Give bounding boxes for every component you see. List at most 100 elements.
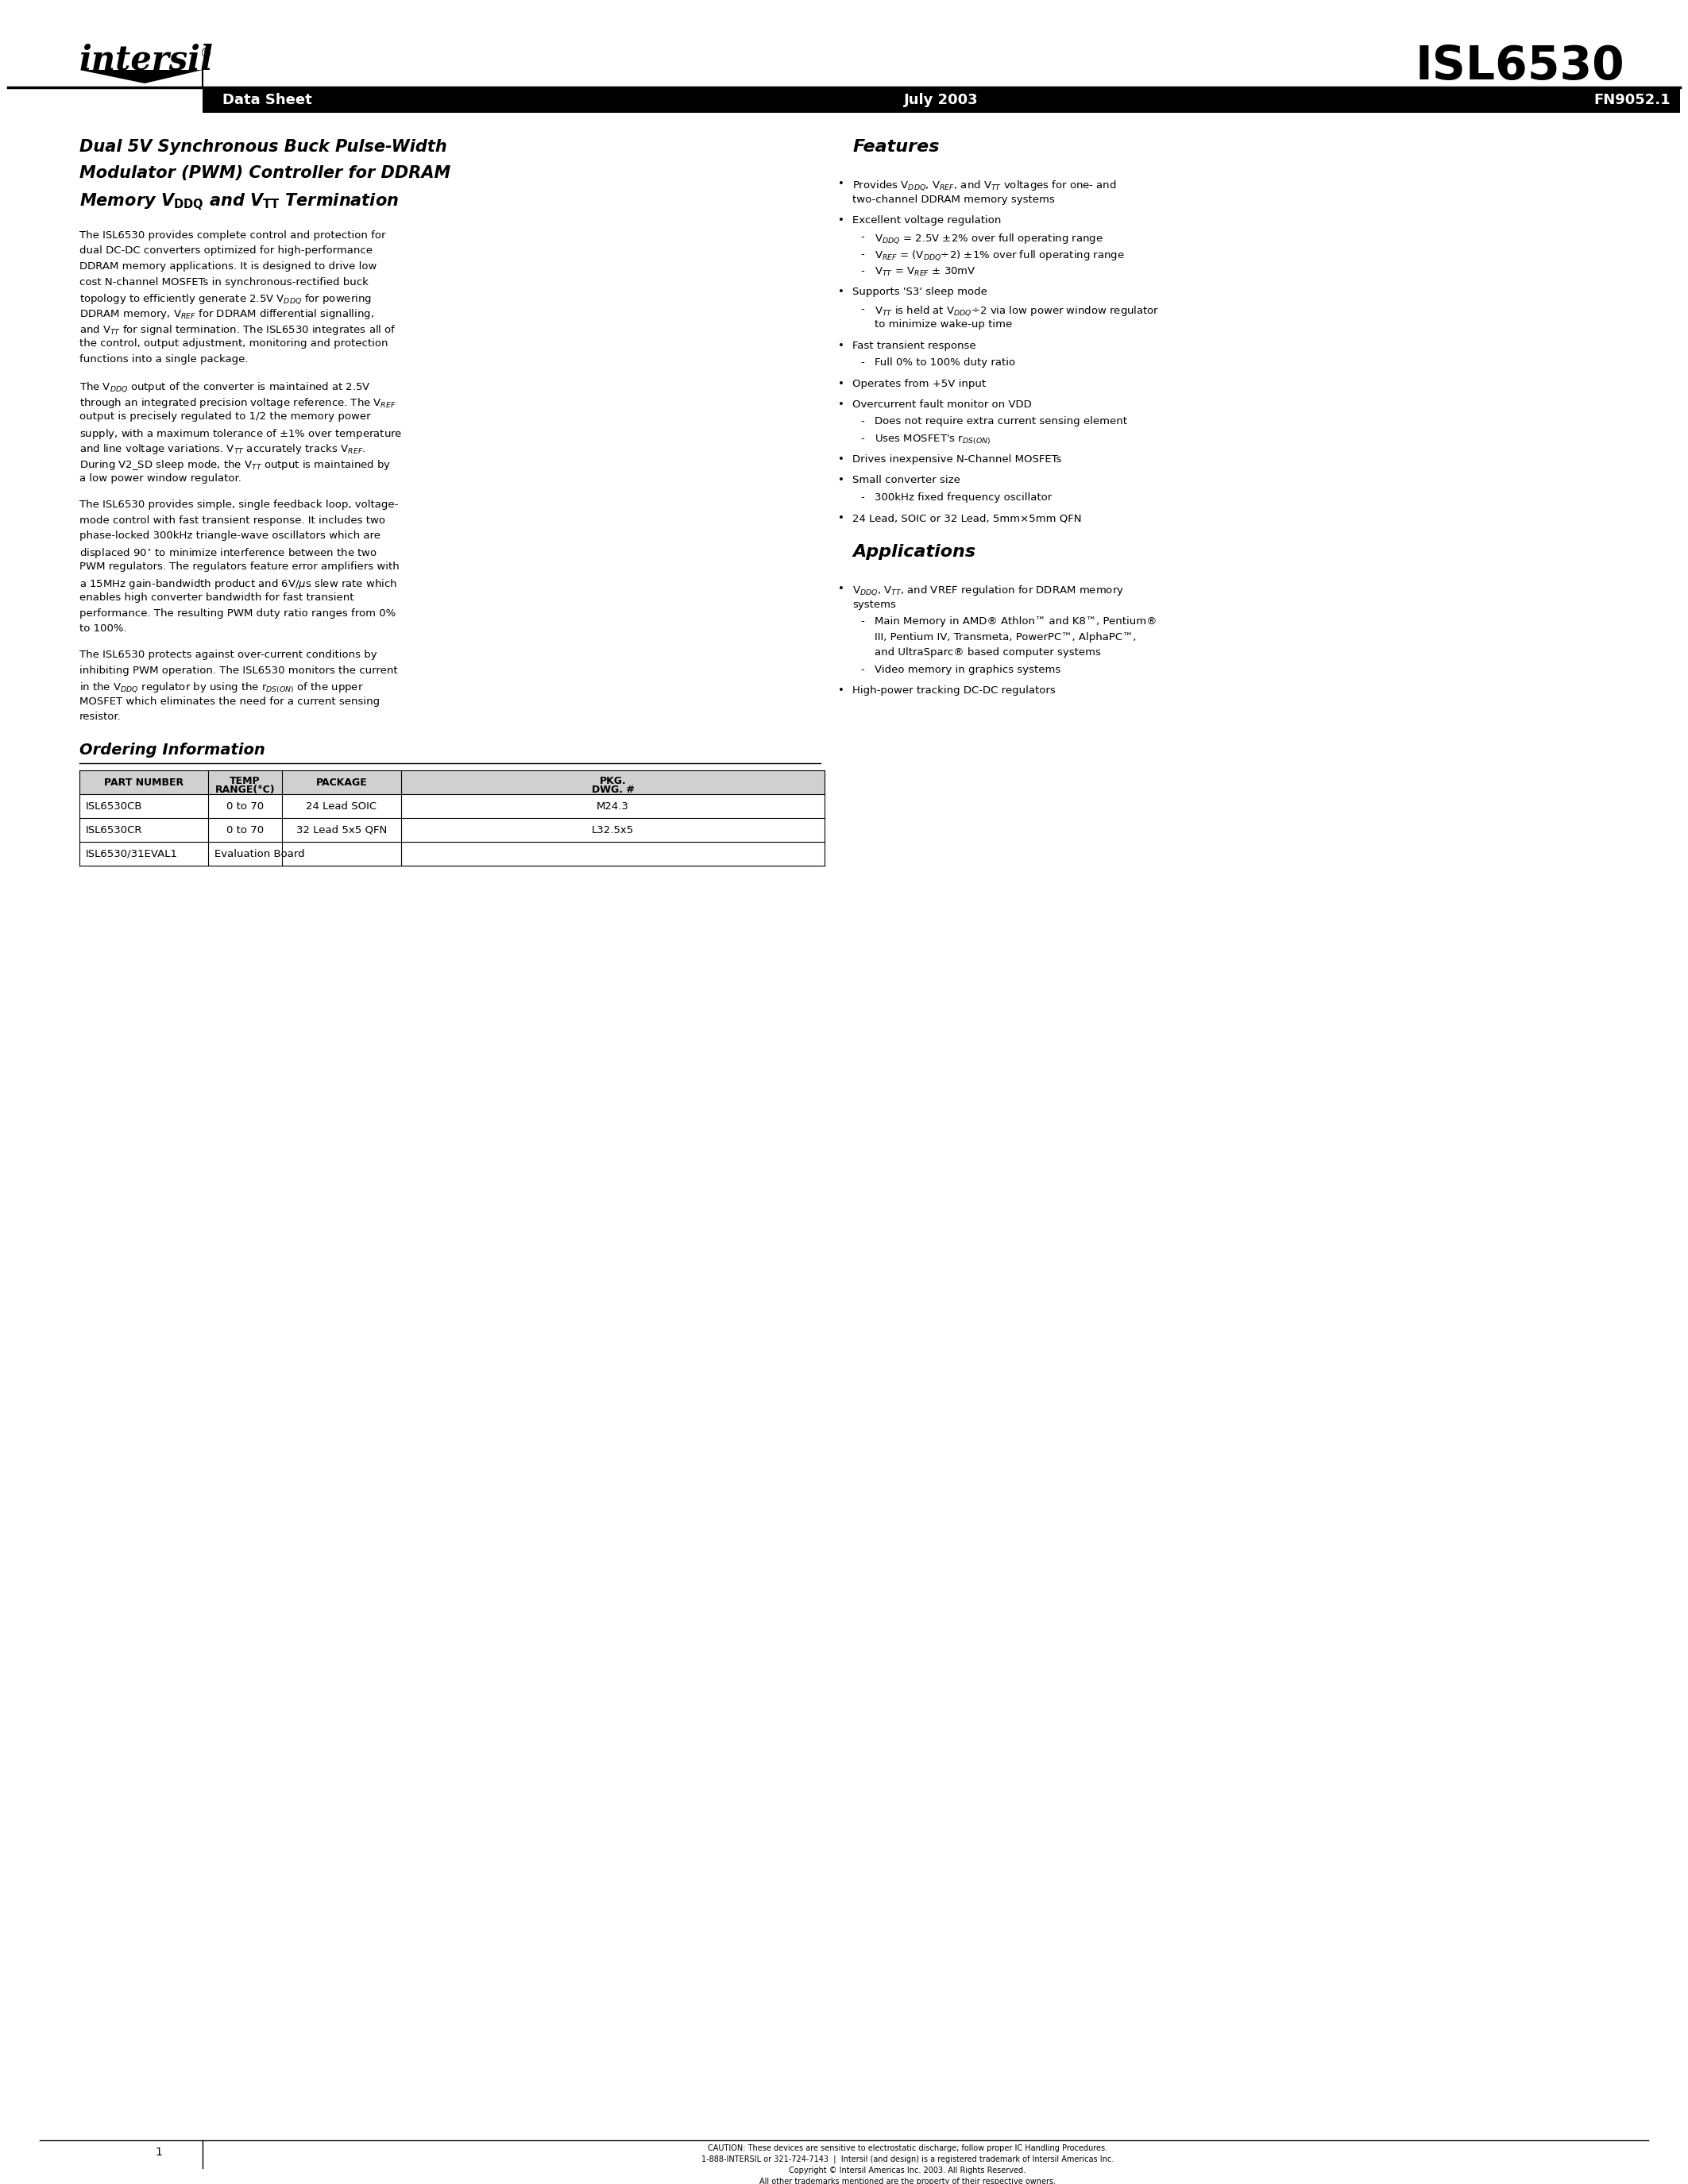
Text: V$_{TT}$ is held at V$_{DDQ}$$\div$2 via low power window regulator: V$_{TT}$ is held at V$_{DDQ}$$\div$2 via… xyxy=(874,304,1160,317)
Text: TEMP: TEMP xyxy=(230,775,260,786)
Text: through an integrated precision voltage reference. The V$_{REF}$: through an integrated precision voltage … xyxy=(79,395,397,411)
Text: The ISL6530 provides simple, single feedback loop, voltage-: The ISL6530 provides simple, single feed… xyxy=(79,500,398,511)
Text: M24.3: M24.3 xyxy=(596,802,630,812)
Text: enables high converter bandwidth for fast transient: enables high converter bandwidth for fas… xyxy=(79,592,354,603)
Text: Features: Features xyxy=(852,140,940,155)
Text: -: - xyxy=(861,304,864,314)
Text: •: • xyxy=(839,179,844,190)
Text: •: • xyxy=(839,513,844,524)
Text: The V$_{DDQ}$ output of the converter is maintained at 2.5V: The V$_{DDQ}$ output of the converter is… xyxy=(79,380,371,393)
Text: displaced 90$^{\circ}$ to minimize interference between the two: displaced 90$^{\circ}$ to minimize inter… xyxy=(79,546,376,559)
Text: L32.5x5: L32.5x5 xyxy=(592,826,635,836)
Text: -: - xyxy=(861,249,864,260)
Text: •: • xyxy=(839,214,844,225)
Text: The ISL6530 provides complete control and protection for: The ISL6530 provides complete control an… xyxy=(79,229,385,240)
Text: mode control with fast transient response. It includes two: mode control with fast transient respons… xyxy=(79,515,385,526)
Text: Data Sheet: Data Sheet xyxy=(223,94,312,107)
Text: •: • xyxy=(839,583,844,594)
Text: ®: ® xyxy=(201,48,213,59)
Text: •: • xyxy=(839,378,844,389)
Text: •: • xyxy=(839,286,844,297)
Text: V$_{TT}$ = V$_{REF}$ $\pm$ 30mV: V$_{TT}$ = V$_{REF}$ $\pm$ 30mV xyxy=(874,266,976,277)
Text: -: - xyxy=(861,491,864,502)
Text: -: - xyxy=(861,664,864,675)
Text: resistor.: resistor. xyxy=(79,712,122,723)
Text: High-power tracking DC-DC regulators: High-power tracking DC-DC regulators xyxy=(852,686,1055,697)
Text: PACKAGE: PACKAGE xyxy=(316,778,368,788)
Text: Video memory in graphics systems: Video memory in graphics systems xyxy=(874,664,1060,675)
Text: ISL6530CB: ISL6530CB xyxy=(86,802,142,812)
Text: During V2_SD sleep mode, the V$_{TT}$ output is maintained by: During V2_SD sleep mode, the V$_{TT}$ ou… xyxy=(79,459,392,472)
Text: RANGE(°C): RANGE(°C) xyxy=(214,784,275,795)
Text: the control, output adjustment, monitoring and protection: the control, output adjustment, monitori… xyxy=(79,339,388,349)
Text: to minimize wake-up time: to minimize wake-up time xyxy=(874,319,1013,330)
Text: Dual 5V Synchronous Buck Pulse-Width: Dual 5V Synchronous Buck Pulse-Width xyxy=(79,140,447,155)
Text: DWG. #: DWG. # xyxy=(591,784,635,795)
Text: CAUTION: These devices are sensitive to electrostatic discharge; follow proper I: CAUTION: These devices are sensitive to … xyxy=(701,2145,1114,2184)
Text: Fast transient response: Fast transient response xyxy=(852,341,976,352)
Text: V$_{DDQ}$ = 2.5V $\pm$2% over full operating range: V$_{DDQ}$ = 2.5V $\pm$2% over full opera… xyxy=(874,232,1104,245)
Text: -: - xyxy=(861,432,864,443)
Text: ISL6530/31EVAL1: ISL6530/31EVAL1 xyxy=(86,850,177,858)
Text: PKG.: PKG. xyxy=(599,775,626,786)
Text: Full 0% to 100% duty ratio: Full 0% to 100% duty ratio xyxy=(874,358,1016,367)
Text: to 100%.: to 100%. xyxy=(79,625,127,633)
Text: PWM regulators. The regulators feature error amplifiers with: PWM regulators. The regulators feature e… xyxy=(79,561,400,572)
Text: 24 Lead, SOIC or 32 Lead, 5mm×5mm QFN: 24 Lead, SOIC or 32 Lead, 5mm×5mm QFN xyxy=(852,513,1082,524)
Text: dual DC-DC converters optimized for high-performance: dual DC-DC converters optimized for high… xyxy=(79,247,373,256)
Text: Ordering Information: Ordering Information xyxy=(79,743,265,758)
Text: Small converter size: Small converter size xyxy=(852,476,960,485)
Text: 0 to 70: 0 to 70 xyxy=(226,826,263,836)
Text: and line voltage variations. V$_{TT}$ accurately tracks V$_{REF}$.: and line voltage variations. V$_{TT}$ ac… xyxy=(79,443,366,456)
Text: FN9052.1: FN9052.1 xyxy=(1593,94,1671,107)
FancyBboxPatch shape xyxy=(79,771,825,795)
Text: and UltraSparc® based computer systems: and UltraSparc® based computer systems xyxy=(874,646,1101,657)
Text: Modulator (PWM) Controller for DDRAM: Modulator (PWM) Controller for DDRAM xyxy=(79,166,451,181)
Text: 300kHz fixed frequency oscillator: 300kHz fixed frequency oscillator xyxy=(874,491,1052,502)
Text: DDRAM memory applications. It is designed to drive low: DDRAM memory applications. It is designe… xyxy=(79,262,376,271)
Text: PART NUMBER: PART NUMBER xyxy=(105,778,184,788)
Text: The ISL6530 protects against over-current conditions by: The ISL6530 protects against over-curren… xyxy=(79,651,376,660)
Text: V$_{DDQ}$, V$_{TT}$, and VREF regulation for DDRAM memory: V$_{DDQ}$, V$_{TT}$, and VREF regulation… xyxy=(852,583,1124,596)
Text: systems: systems xyxy=(852,598,896,609)
Text: in the V$_{DDQ}$ regulator by using the r$_{DS(ON)}$ of the upper: in the V$_{DDQ}$ regulator by using the … xyxy=(79,681,363,695)
Text: -: - xyxy=(861,232,864,242)
Text: ISL6530: ISL6530 xyxy=(1415,44,1624,90)
Text: intersil: intersil xyxy=(79,44,214,76)
Text: Drives inexpensive N-Channel MOSFETs: Drives inexpensive N-Channel MOSFETs xyxy=(852,454,1062,465)
Text: 24 Lead SOIC: 24 Lead SOIC xyxy=(306,802,376,812)
Text: ISL6530CR: ISL6530CR xyxy=(86,826,142,836)
Text: Supports 'S3' sleep mode: Supports 'S3' sleep mode xyxy=(852,286,987,297)
Text: Evaluation Board: Evaluation Board xyxy=(214,850,306,858)
Text: July 2003: July 2003 xyxy=(905,94,979,107)
Text: 0 to 70: 0 to 70 xyxy=(226,802,263,812)
Text: •: • xyxy=(839,454,844,465)
Text: a 15MHz gain-bandwidth product and 6V/$\mu$s slew rate which: a 15MHz gain-bandwidth product and 6V/$\… xyxy=(79,577,397,590)
Text: Overcurrent fault monitor on VDD: Overcurrent fault monitor on VDD xyxy=(852,400,1031,411)
Text: -: - xyxy=(861,358,864,367)
Text: and V$_{TT}$ for signal termination. The ISL6530 integrates all of: and V$_{TT}$ for signal termination. The… xyxy=(79,323,397,336)
Polygon shape xyxy=(79,70,203,83)
Text: V$_{REF}$ = (V$_{DDQ}$$\div$2) $\pm$1% over full operating range: V$_{REF}$ = (V$_{DDQ}$$\div$2) $\pm$1% o… xyxy=(874,249,1124,262)
Text: performance. The resulting PWM duty ratio ranges from 0%: performance. The resulting PWM duty rati… xyxy=(79,607,395,618)
Text: a low power window regulator.: a low power window regulator. xyxy=(79,474,241,485)
Text: •: • xyxy=(839,686,844,697)
Text: two-channel DDRAM memory systems: two-channel DDRAM memory systems xyxy=(852,194,1055,205)
Text: 1: 1 xyxy=(155,2147,162,2158)
Text: III, Pentium IV, Transmeta, PowerPC™, AlphaPC™,: III, Pentium IV, Transmeta, PowerPC™, Al… xyxy=(874,631,1136,642)
Text: topology to efficiently generate 2.5V V$_{DDQ}$ for powering: topology to efficiently generate 2.5V V$… xyxy=(79,293,371,306)
Text: supply, with a maximum tolerance of $\pm$1% over temperature: supply, with a maximum tolerance of $\pm… xyxy=(79,428,402,441)
Text: inhibiting PWM operation. The ISL6530 monitors the current: inhibiting PWM operation. The ISL6530 mo… xyxy=(79,666,398,675)
Text: Does not require extra current sensing element: Does not require extra current sensing e… xyxy=(874,417,1128,426)
Text: functions into a single package.: functions into a single package. xyxy=(79,354,248,365)
Text: Applications: Applications xyxy=(852,544,976,559)
Text: MOSFET which eliminates the need for a current sensing: MOSFET which eliminates the need for a c… xyxy=(79,697,380,708)
Text: Operates from +5V input: Operates from +5V input xyxy=(852,378,986,389)
Text: output is precisely regulated to 1/2 the memory power: output is precisely regulated to 1/2 the… xyxy=(79,411,371,422)
Text: Provides V$_{DDQ}$, V$_{REF}$, and V$_{TT}$ voltages for one- and: Provides V$_{DDQ}$, V$_{REF}$, and V$_{T… xyxy=(852,179,1117,192)
Text: Excellent voltage regulation: Excellent voltage regulation xyxy=(852,214,1001,225)
Text: Main Memory in AMD® Athlon™ and K8™, Pentium®: Main Memory in AMD® Athlon™ and K8™, Pen… xyxy=(874,616,1156,627)
Text: •: • xyxy=(839,400,844,411)
Text: DDRAM memory, V$_{REF}$ for DDRAM differential signalling,: DDRAM memory, V$_{REF}$ for DDRAM differ… xyxy=(79,308,375,321)
Text: cost N-channel MOSFETs in synchronous-rectified buck: cost N-channel MOSFETs in synchronous-re… xyxy=(79,277,368,286)
